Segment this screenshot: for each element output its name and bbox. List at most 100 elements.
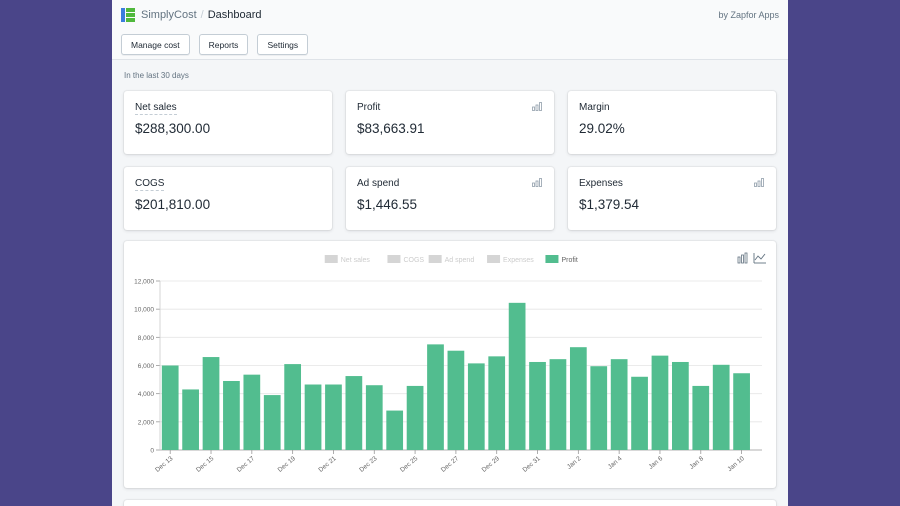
breadcrumb-separator: /: [200, 9, 204, 21]
metric-label[interactable]: COGS: [135, 178, 165, 191]
bar-dec-20: [304, 384, 322, 450]
simplycost-logo-icon: [121, 8, 135, 22]
metric-value: $1,379.54: [579, 197, 640, 212]
x-tick-label: Jan 4: [607, 455, 624, 471]
metric-card-expenses: Expenses $1,379.54: [568, 167, 776, 230]
legend-label: Net sales: [341, 257, 371, 264]
metric-value: 29.02%: [579, 121, 625, 136]
bar-dec-13: [161, 365, 179, 450]
bar-jan-1: [549, 359, 567, 450]
legend-item-expenses[interactable]: Expenses: [487, 255, 534, 264]
bar-dec-18: [263, 395, 281, 450]
legend-swatch: [387, 255, 401, 263]
metric-card-profit: Profit $83,663.91: [346, 91, 554, 154]
chart-bars: [161, 302, 750, 450]
bar-dec-30: [508, 302, 526, 450]
x-tick-label: Jan 8: [688, 455, 705, 471]
y-tick-label: 4,000: [138, 391, 155, 398]
bar-chart-toggle-icon[interactable]: [737, 252, 748, 264]
period-label: In the last 30 days: [124, 71, 189, 80]
y-tick-label: 10,000: [134, 307, 154, 314]
vendor-byline: by Zapfor Apps: [718, 10, 779, 20]
metric-card-ad-spend: Ad spend $1,446.55: [346, 167, 554, 230]
bar-jan-5: [631, 376, 648, 450]
x-tick-label: Dec 31: [522, 455, 543, 474]
bar-dec-25: [406, 385, 424, 450]
y-tick-label: 0: [150, 448, 154, 455]
x-tick-label: Dec 17: [236, 455, 257, 474]
metric-value: $83,663.91: [357, 121, 425, 136]
legend-swatch: [428, 255, 442, 263]
y-tick-label: 6,000: [138, 363, 155, 370]
bar-dec-14: [182, 389, 199, 450]
page-title: Dashboard: [207, 9, 262, 21]
metric-label: Ad spend: [357, 178, 400, 189]
bar-dec-26: [427, 344, 444, 450]
bar-dec-28: [467, 363, 485, 450]
metric-value: $288,300.00: [135, 121, 211, 136]
bar-jan-3: [590, 366, 608, 450]
x-tick-label: Dec 21: [317, 455, 338, 474]
bar-jan-4: [610, 359, 628, 450]
bar-dec-16: [223, 380, 240, 450]
legend-swatch: [487, 255, 501, 263]
x-tick-label: Dec 25: [399, 455, 420, 474]
bar-dec-17: [243, 374, 261, 450]
app-window: SimplyCost / Dashboard by Zapfor Apps Ma…: [112, 0, 788, 506]
x-tick-label: Dec 23: [358, 455, 379, 474]
legend-item-cogs[interactable]: COGS: [387, 255, 424, 264]
toolbar: Manage cost Reports Settings: [112, 30, 788, 60]
legend-item-net-sales[interactable]: Net sales: [324, 255, 371, 264]
bar-dec-19: [284, 364, 302, 450]
profit-bar-chart: Net sales COGS Ad spend Expenses Profit 0 2,0…: [134, 252, 766, 474]
x-tick-label: Dec 13: [154, 455, 175, 474]
x-tick-label: Jan 10: [726, 455, 746, 473]
bar-dec-23: [365, 385, 383, 450]
reports-button[interactable]: Reports: [198, 34, 249, 55]
line-chart-toggle-icon[interactable]: [753, 253, 766, 264]
legend-item-profit[interactable]: Profit: [545, 255, 578, 264]
metric-label: Profit: [357, 102, 381, 113]
metric-value: $1,446.55: [357, 197, 418, 212]
metric-label[interactable]: Net sales: [135, 102, 177, 115]
metric-label: Margin: [579, 102, 610, 113]
bar-jan-2: [569, 347, 587, 450]
metric-card-cogs: COGS $201,810.00: [124, 167, 332, 230]
legend-swatch: [324, 255, 338, 263]
bar-jan-8: [692, 385, 710, 450]
bar-chart-icon[interactable]: [532, 102, 542, 111]
bar-dec-22: [345, 376, 363, 450]
y-tick-label: 12,000: [134, 279, 154, 286]
y-tick-label: 8,000: [138, 335, 155, 342]
legend-label: COGS: [403, 257, 424, 264]
manage-cost-button[interactable]: Manage cost: [121, 34, 190, 55]
bar-jan-9: [712, 364, 730, 450]
y-axis: 0 2,000 4,000 6,000 8,000 10,000 12,000: [134, 279, 161, 455]
settings-button[interactable]: Settings: [257, 34, 309, 55]
legend-label: Profit: [561, 257, 577, 264]
bar-chart-icon[interactable]: [532, 178, 542, 187]
metric-value: $201,810.00: [135, 197, 211, 212]
bar-dec-24: [386, 410, 404, 450]
legend-item-ad-spend[interactable]: Ad spend: [428, 255, 475, 264]
x-axis: Dec 13 Dec 15 Dec 17 Dec 19 Dec 21 Dec 23 Dec …: [154, 450, 746, 474]
bar-dec-31: [529, 361, 546, 450]
brand-name[interactable]: SimplyCost: [141, 9, 197, 21]
bar-dec-29: [488, 356, 506, 450]
x-tick-label: Jan 2: [566, 455, 583, 471]
x-tick-label: Jan 6: [648, 455, 665, 471]
bar-dec-21: [325, 384, 342, 450]
bar-jan-6: [651, 355, 669, 450]
bar-chart-icon[interactable]: [754, 178, 764, 187]
x-tick-label: Dec 15: [195, 455, 216, 474]
bar-jan-7: [672, 361, 689, 450]
metric-card-net-sales: Net sales $288,300.00: [124, 91, 332, 154]
legend-label: Ad spend: [445, 257, 475, 264]
bar-jan-10: [733, 373, 750, 450]
x-tick-label: Dec 29: [481, 455, 502, 474]
metric-card-margin: Margin 29.02%: [568, 91, 776, 154]
legend-label: Expenses: [503, 257, 534, 264]
bar-dec-27: [447, 350, 465, 450]
x-tick-label: Dec 19: [277, 455, 298, 474]
top-bar: SimplyCost / Dashboard by Zapfor Apps: [112, 0, 788, 30]
